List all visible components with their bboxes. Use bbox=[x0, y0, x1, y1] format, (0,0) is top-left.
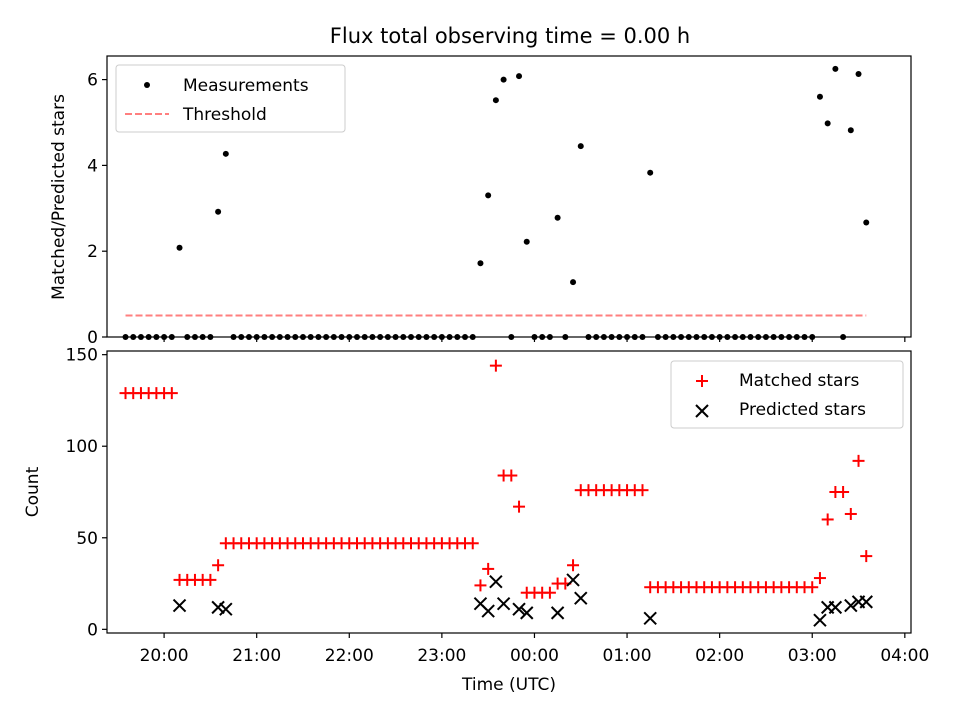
measurement-point bbox=[554, 214, 561, 221]
matched-star-point bbox=[513, 500, 526, 513]
x-tick-label: 00:00 bbox=[510, 646, 559, 666]
predicted-star-point bbox=[828, 600, 843, 615]
top-x-ticks bbox=[163, 337, 906, 342]
y-tick-label: 0 bbox=[87, 328, 98, 348]
measurement-point bbox=[500, 76, 507, 83]
x-tick-label: 01:00 bbox=[603, 646, 652, 666]
matched-star-point bbox=[505, 469, 518, 482]
bottom-panel: 20:00 21:00 22:00 23:00 00:00 01:00 02:00 03:00… bbox=[23, 346, 929, 695]
measurement-point bbox=[176, 244, 183, 251]
y-tick-label: 6 bbox=[87, 71, 98, 91]
matched-star-point bbox=[852, 454, 865, 467]
legend-marker-predicted bbox=[695, 404, 709, 418]
chart-title: Flux total observing time = 0.00 h bbox=[330, 24, 690, 48]
x-axis-label: Time (UTC) bbox=[461, 675, 556, 695]
predicted-star-point bbox=[512, 602, 526, 616]
x-tick-label: 22:00 bbox=[325, 646, 374, 666]
measurement-point bbox=[485, 192, 492, 199]
predicted-star-point bbox=[566, 573, 580, 587]
y-tick-label: 2 bbox=[87, 242, 98, 262]
predicted-star-point bbox=[844, 598, 858, 613]
y-tick-label: 50 bbox=[76, 529, 98, 549]
top-axes-frame bbox=[106, 55, 912, 338]
matched-star-point bbox=[636, 484, 649, 497]
legend-label-measurements: Measurements bbox=[183, 76, 309, 96]
legend-label-predicted: Predicted stars bbox=[739, 400, 866, 420]
predicted-star-point bbox=[489, 575, 503, 589]
matched-star-point bbox=[567, 559, 580, 572]
predicted-star-point bbox=[813, 613, 827, 627]
measurement-point bbox=[863, 219, 870, 226]
matched-star-point bbox=[489, 359, 502, 372]
y-tick-label: 4 bbox=[87, 156, 98, 176]
measurement-point bbox=[832, 65, 839, 72]
legend-marker-measurements bbox=[144, 82, 150, 88]
predicted-star-point bbox=[574, 591, 588, 605]
bottom-y-ticks: 0 50 100 150 bbox=[66, 346, 107, 640]
y-tick-label: 0 bbox=[87, 620, 98, 640]
legend-label-threshold: Threshold bbox=[182, 105, 267, 125]
matched-star-point bbox=[204, 573, 217, 586]
matched-star-point bbox=[844, 507, 857, 520]
bottom-data-layer bbox=[119, 359, 873, 627]
bottom-x-ticks: 20:00 21:00 22:00 23:00 00:00 01:00 02:00 03:00… bbox=[140, 633, 929, 666]
matched-star-point bbox=[837, 486, 850, 498]
matched-star-point bbox=[474, 579, 487, 592]
bottom-legend: Matched stars Predicted stars bbox=[670, 360, 904, 429]
measurement-point bbox=[816, 93, 823, 100]
measurement-point bbox=[647, 169, 654, 176]
legend-label-matched: Matched stars bbox=[739, 371, 859, 391]
predicted-star-point bbox=[172, 598, 187, 613]
matched-star-point bbox=[821, 513, 834, 526]
top-y-axis-label: Matched/Predicted stars bbox=[49, 94, 69, 300]
matched-star-point bbox=[543, 586, 556, 599]
predicted-star-point bbox=[211, 600, 225, 615]
matched-star-point bbox=[806, 581, 819, 594]
measurement-point bbox=[824, 120, 831, 127]
matched-star-point bbox=[212, 559, 225, 572]
x-tick-label: 21:00 bbox=[232, 646, 281, 666]
bottom-y-axis-label: Count bbox=[23, 466, 43, 517]
predicted-star-point bbox=[481, 604, 495, 618]
measurement-point bbox=[492, 97, 499, 104]
measurement-point bbox=[215, 208, 222, 215]
x-tick-label: 20:00 bbox=[140, 646, 189, 666]
predicted-star-point bbox=[496, 596, 511, 611]
measurement-point bbox=[570, 279, 577, 286]
measurement-point bbox=[516, 73, 523, 80]
x-tick-label: 03:00 bbox=[788, 646, 837, 666]
matched-star-point bbox=[813, 572, 826, 585]
matched-star-point bbox=[860, 550, 873, 563]
matched-star-point bbox=[482, 562, 495, 575]
top-legend: Measurements Threshold bbox=[115, 64, 346, 133]
x-tick-label: 04:00 bbox=[880, 646, 929, 666]
measurement-point bbox=[477, 260, 484, 267]
x-tick-label: 23:00 bbox=[417, 646, 466, 666]
y-tick-label: 100 bbox=[66, 437, 98, 457]
legend-marker-matched bbox=[696, 375, 708, 387]
x-tick-label: 02:00 bbox=[695, 646, 744, 666]
matched-star-point bbox=[165, 387, 178, 400]
predicted-star-point bbox=[550, 606, 565, 620]
y-tick-label: 150 bbox=[66, 346, 98, 366]
bottom-legend-box bbox=[670, 360, 904, 429]
top-panel: 0 2 4 6 Matched/Predicted stars Measurement… bbox=[49, 55, 912, 348]
measurement-point bbox=[523, 238, 530, 245]
measurement-point bbox=[855, 71, 862, 78]
predicted-star-point bbox=[859, 595, 873, 609]
measurement-point bbox=[847, 127, 854, 134]
measurement-point bbox=[222, 150, 229, 157]
measurement-point bbox=[577, 143, 584, 150]
predicted-star-point bbox=[643, 611, 657, 626]
predicted-star-point bbox=[219, 602, 233, 616]
matched-star-point bbox=[466, 537, 479, 550]
bottom-axes-frame bbox=[106, 350, 912, 634]
top-legend-box bbox=[115, 64, 346, 133]
predicted-star-point bbox=[520, 606, 534, 620]
top-y-ticks: 0 2 4 6 bbox=[87, 71, 107, 348]
